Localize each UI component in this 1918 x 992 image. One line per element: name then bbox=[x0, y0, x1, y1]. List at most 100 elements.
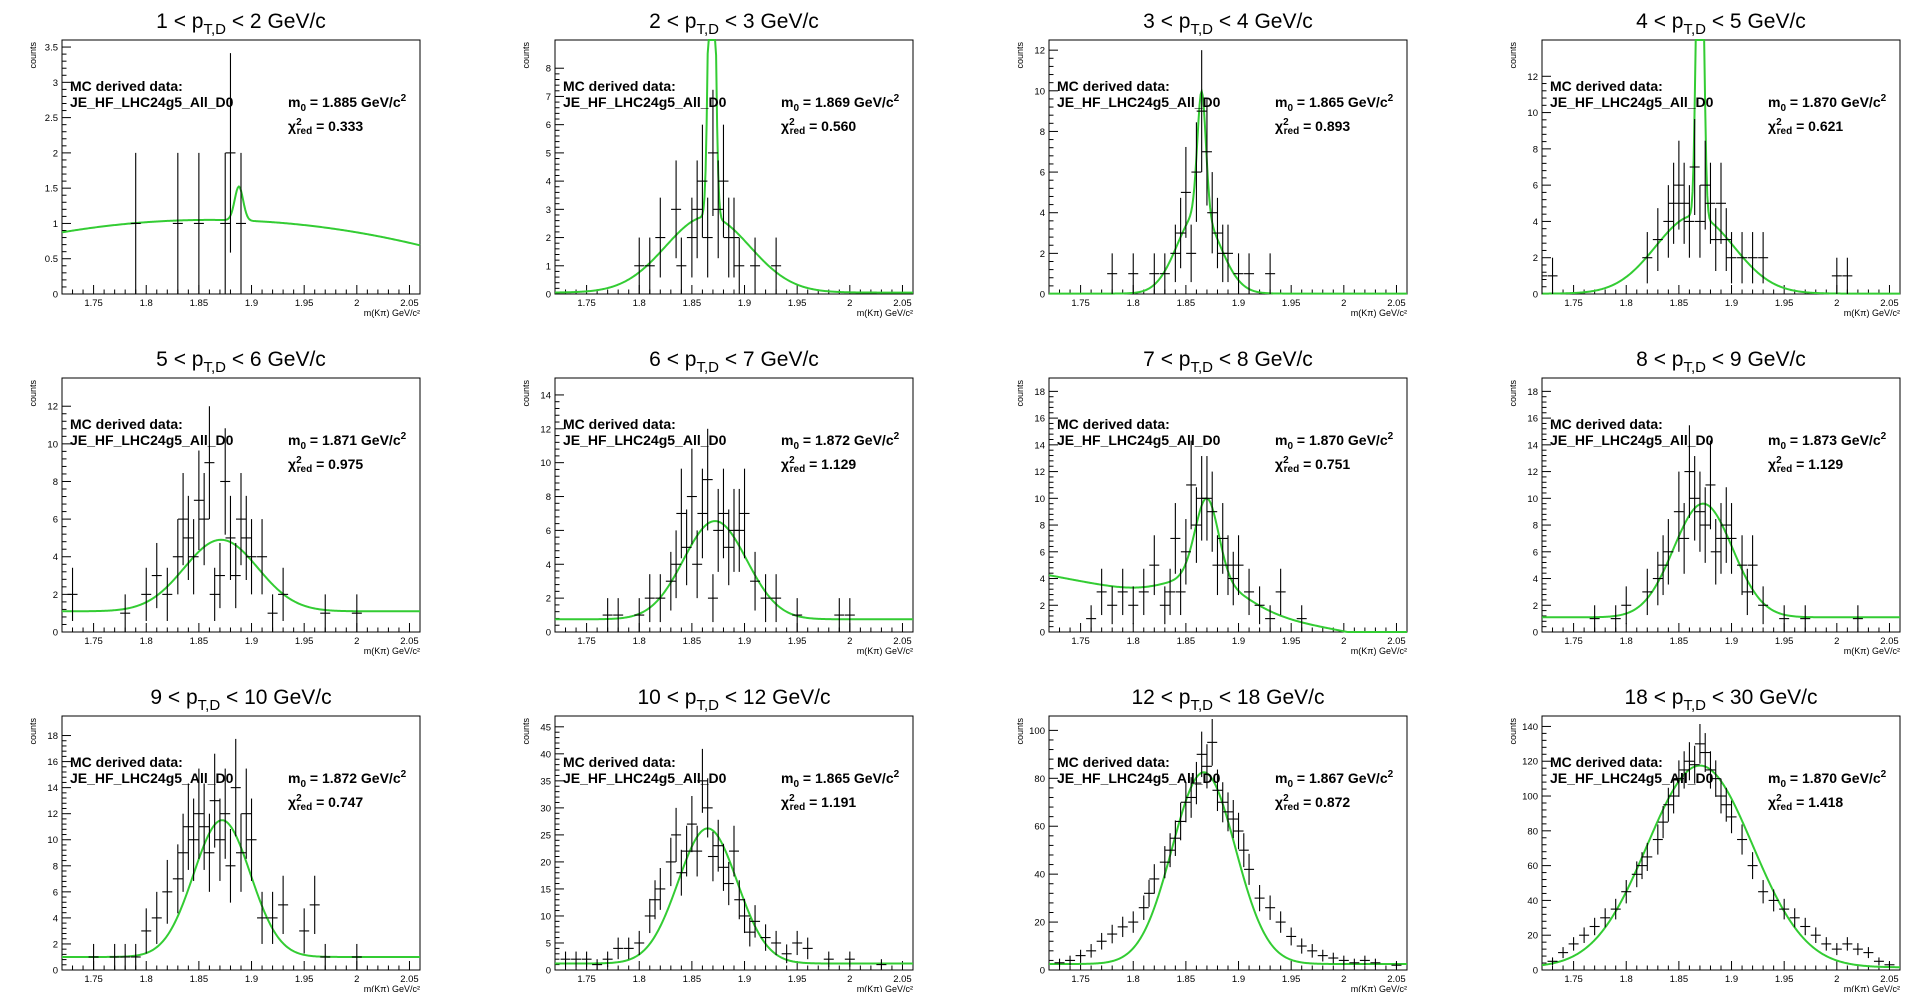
panel-6: 6 < pT,D < 7 GeV/c 0 2 4 6 8 10 12 14 1.75 1.8 1.85… bbox=[521, 348, 914, 656]
y-tick-label: 4 bbox=[1533, 217, 1538, 228]
data-point bbox=[1642, 232, 1653, 284]
y-tick-label: 8 bbox=[53, 861, 58, 872]
mc-label: MC derived data: bbox=[1550, 754, 1663, 770]
y-tick-label: 1 bbox=[546, 261, 551, 272]
data-point bbox=[1779, 605, 1790, 632]
data-point bbox=[1768, 889, 1779, 912]
y-tick-label: 3 bbox=[53, 78, 58, 89]
data-point bbox=[560, 951, 571, 967]
data-point bbox=[592, 959, 603, 970]
y-tick-label: 0 bbox=[1040, 966, 1045, 977]
y-tick-label: 10 bbox=[47, 835, 58, 846]
y-tick-label: 4 bbox=[1533, 574, 1538, 585]
data-point bbox=[241, 768, 252, 859]
data-point bbox=[1700, 487, 1711, 563]
data-point bbox=[623, 937, 634, 960]
x-tick-label: 1.95 bbox=[1775, 974, 1794, 985]
data-point bbox=[1842, 937, 1853, 951]
data-point bbox=[665, 551, 676, 611]
data-point bbox=[676, 849, 687, 896]
data-point bbox=[1726, 503, 1737, 574]
mc-label: MC derived data: bbox=[1550, 416, 1663, 432]
chi2-label: χ2 red = 0.751 bbox=[1275, 455, 1350, 475]
data-point bbox=[1370, 958, 1381, 967]
x-axis-title: m(Kπ) GeV/c² bbox=[1844, 308, 1900, 318]
data-point bbox=[1244, 568, 1255, 616]
data-point bbox=[1610, 605, 1621, 632]
data-point bbox=[1679, 162, 1690, 244]
x-tick-label: 1.9 bbox=[245, 298, 258, 309]
data-point bbox=[1541, 257, 1547, 294]
x-tick-label: 1.75 bbox=[84, 636, 103, 647]
data-point bbox=[1128, 253, 1139, 294]
y-tick-label: 16 bbox=[1034, 414, 1045, 425]
data-point bbox=[214, 542, 225, 609]
data-point bbox=[1642, 568, 1653, 616]
data-point bbox=[1159, 253, 1170, 294]
x-tick-label: 1.75 bbox=[577, 298, 596, 309]
mc-label: MC derived data: bbox=[1057, 754, 1170, 770]
data-point bbox=[1244, 253, 1255, 294]
data-point bbox=[1758, 880, 1769, 904]
y-tick-label: 8 bbox=[1040, 521, 1045, 532]
data-point bbox=[1275, 911, 1286, 933]
data-point bbox=[1673, 471, 1684, 552]
dataset-label: JE_HF_LHC24g5_All_D0 bbox=[563, 432, 727, 448]
data-point bbox=[1233, 812, 1244, 850]
y-tick-label: 12 bbox=[1034, 46, 1045, 57]
data-point bbox=[1716, 503, 1726, 574]
y-tick-label: 20 bbox=[1527, 931, 1538, 942]
y-tick-label: 10 bbox=[1034, 494, 1045, 505]
data-point bbox=[1117, 916, 1128, 938]
panel-1: 1 < pT,D < 2 GeV/c 0 0.5 1 1.5 2 2.5 3 3.5 1.75 1.… bbox=[28, 10, 421, 318]
x-axis-title: m(Kπ) GeV/c² bbox=[1351, 308, 1407, 318]
y-tick-label: 12 bbox=[47, 402, 58, 413]
x-axis-title: m(Kπ) GeV/c² bbox=[1844, 646, 1900, 656]
x-tick-label: 1.95 bbox=[1775, 298, 1794, 309]
x-tick-label: 1.8 bbox=[1127, 974, 1140, 985]
y-tick-label: 14 bbox=[1034, 440, 1045, 451]
x-tick-label: 1.95 bbox=[788, 298, 807, 309]
data-point bbox=[1201, 456, 1212, 541]
dataset-label: JE_HF_LHC24g5_All_D0 bbox=[70, 770, 234, 786]
data-point bbox=[1191, 487, 1202, 563]
y-tick-label: 6 bbox=[1533, 181, 1538, 192]
data-point bbox=[686, 197, 697, 278]
data-point bbox=[1726, 800, 1737, 834]
data-point bbox=[692, 530, 703, 599]
data-point bbox=[1201, 744, 1212, 789]
data-point bbox=[1296, 938, 1307, 954]
data-point bbox=[225, 495, 236, 580]
data-point bbox=[571, 951, 582, 967]
data-point bbox=[141, 908, 152, 954]
data-point bbox=[613, 937, 624, 960]
data-point bbox=[1705, 751, 1716, 789]
x-tick-label: 1.85 bbox=[190, 974, 209, 985]
data-point bbox=[713, 819, 724, 872]
data-point bbox=[1286, 927, 1297, 946]
x-tick-label: 1.75 bbox=[84, 298, 103, 309]
y-tick-label: 2 bbox=[546, 233, 551, 244]
data-point bbox=[1716, 162, 1726, 244]
x-tick-label: 1.85 bbox=[683, 298, 702, 309]
y-tick-label: 6 bbox=[1040, 168, 1045, 179]
x-tick-label: 1.75 bbox=[1564, 298, 1583, 309]
data-point bbox=[1710, 519, 1721, 585]
x-axis-title: m(Kπ) GeV/c² bbox=[364, 646, 420, 656]
data-point bbox=[1175, 568, 1186, 616]
data-point bbox=[697, 748, 708, 813]
x-tick-label: 2.05 bbox=[1387, 298, 1406, 309]
y-tick-label: 6 bbox=[1533, 547, 1538, 558]
y-tick-label: 60 bbox=[1034, 822, 1045, 833]
data-point bbox=[702, 428, 713, 531]
data-point bbox=[1170, 503, 1181, 574]
y-tick-label: 0 bbox=[1533, 628, 1538, 639]
data-point bbox=[1165, 568, 1176, 616]
data-point bbox=[1170, 820, 1181, 856]
x-tick-label: 1.75 bbox=[1564, 974, 1583, 985]
mass-label: m0 = 1.885 GeV/c2 bbox=[288, 93, 407, 114]
x-tick-label: 2 bbox=[1341, 974, 1346, 985]
x-tick-label: 1.8 bbox=[140, 298, 153, 309]
chi2-label: χ2 red = 1.191 bbox=[781, 793, 856, 813]
x-tick-label: 1.8 bbox=[1620, 298, 1633, 309]
